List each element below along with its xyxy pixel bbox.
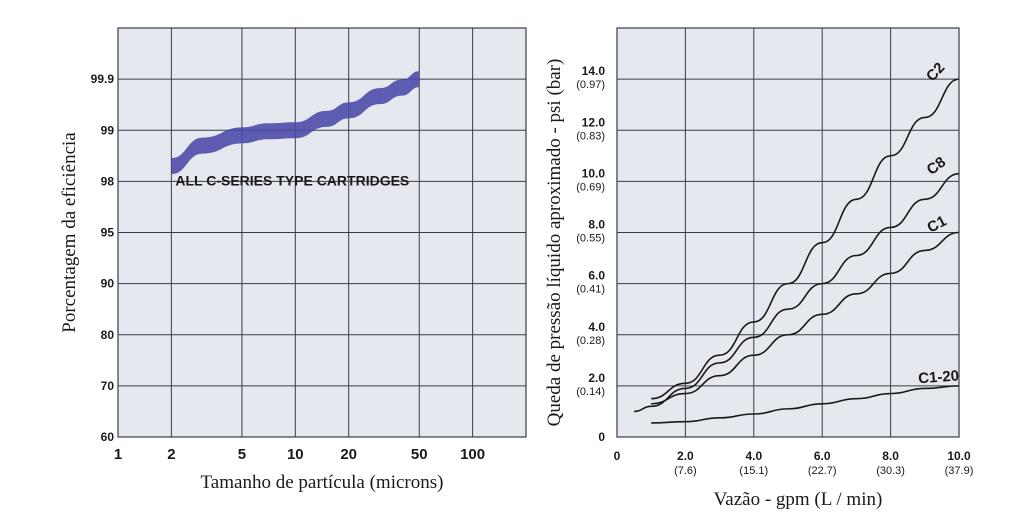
pressure-y-tick-label: 0 bbox=[598, 430, 605, 444]
efficiency-x-tick-label: 100 bbox=[460, 446, 485, 463]
efficiency-y-tick-label: 98 bbox=[101, 174, 115, 188]
pressure-x-tick-label: 8.0 bbox=[882, 449, 899, 463]
efficiency-chart: 1 2 5 10 20 50 100 60 70 80 90 95 98 99 99.9 ALL C-SE… bbox=[59, 27, 527, 493]
efficiency-y-ticks: 60 70 80 90 95 98 99 99.9 bbox=[91, 72, 115, 444]
pressure-x-ticks: 0 2.0 (7.6) 4.0 (15.1) 6.0 (22.7) 8.0 (30.3) 10.0… bbox=[614, 449, 974, 477]
pressure-series-lines bbox=[634, 78, 960, 424]
pressure-x-tick-sublabel: (15.1) bbox=[739, 465, 768, 477]
pressure-x-tick-label: 2.0 bbox=[677, 449, 694, 463]
pressure-x-tick-sublabel: (7.6) bbox=[674, 465, 697, 477]
efficiency-x-tick-label: 20 bbox=[340, 446, 357, 463]
pressure-y-tick-label: 10.0 bbox=[582, 166, 606, 180]
efficiency-x-ticks: 1 2 5 10 20 50 100 bbox=[114, 446, 485, 463]
efficiency-x-tick-label: 10 bbox=[287, 446, 304, 463]
pressure-y-axis-label: Queda de pressão líquido aproximado - ps… bbox=[544, 59, 565, 427]
pressure-y-tick-label: 14.0 bbox=[582, 64, 606, 78]
pressure-x-tick-label: 0 bbox=[614, 449, 621, 463]
pressure-x-axis-label: Vazão - gpm (L / min) bbox=[714, 489, 883, 510]
efficiency-x-tick-label: 5 bbox=[238, 446, 246, 463]
series-line-c1-20 bbox=[651, 385, 960, 424]
cartridges-annotation: ALL C-SERIES TYPE CARTRIDGES bbox=[175, 172, 409, 188]
efficiency-y-tick-label: 99 bbox=[101, 123, 115, 137]
efficiency-x-axis-label: Tamanho de partícula (microns) bbox=[201, 472, 444, 493]
series-line-c8 bbox=[634, 172, 960, 413]
pressure-y-tick-label: 6.0 bbox=[588, 269, 605, 283]
pressure-y-tick-label: 4.0 bbox=[588, 320, 605, 334]
pressure-y-tick-sublabel: (0.83) bbox=[576, 130, 605, 142]
efficiency-grid bbox=[117, 27, 527, 438]
series-line-c2 bbox=[651, 78, 960, 400]
pressure-x-tick-sublabel: (30.3) bbox=[876, 465, 905, 477]
pressure-y-tick-sublabel: (0.28) bbox=[576, 335, 605, 347]
pressure-x-tick-label: 10.0 bbox=[947, 449, 971, 463]
pressure-y-tick-sublabel: (0.41) bbox=[576, 284, 605, 296]
pressure-x-tick-sublabel: (22.7) bbox=[808, 465, 837, 477]
pressure-y-ticks: 0 2.0(0.14) 4.0(0.28) 6.0(0.41) 8.0(0.55) 10.… bbox=[576, 64, 605, 444]
efficiency-y-tick-label: 99.9 bbox=[91, 72, 115, 86]
pressure-y-tick-sublabel: (0.14) bbox=[576, 386, 605, 398]
pressure-y-tick-sublabel: (0.69) bbox=[576, 181, 605, 193]
efficiency-y-axis-label: Porcentagem da eficiência bbox=[59, 132, 80, 333]
efficiency-y-tick-label: 70 bbox=[101, 379, 115, 393]
efficiency-y-tick-label: 90 bbox=[101, 277, 115, 291]
efficiency-y-tick-label: 95 bbox=[101, 226, 115, 240]
efficiency-x-tick-label: 50 bbox=[411, 446, 428, 463]
efficiency-band bbox=[171, 71, 420, 175]
series-label-c1: C1 bbox=[924, 213, 949, 237]
efficiency-y-tick-label: 80 bbox=[101, 328, 115, 342]
pressure-y-tick-sublabel: (0.97) bbox=[576, 79, 605, 91]
pressure-x-tick-label: 4.0 bbox=[745, 449, 762, 463]
series-label-c1-20: C1-20 bbox=[918, 367, 960, 387]
series-line-c1 bbox=[651, 231, 960, 405]
pressure-x-tick-label: 6.0 bbox=[814, 449, 831, 463]
efficiency-x-tick-label: 2 bbox=[167, 446, 175, 463]
pressure-y-tick-label: 2.0 bbox=[588, 371, 605, 385]
pressure-y-tick-label: 8.0 bbox=[588, 218, 605, 232]
efficiency-x-tick-label: 1 bbox=[114, 446, 122, 463]
pressure-y-tick-sublabel: (0.55) bbox=[576, 233, 605, 245]
pressure-x-tick-sublabel: (37.9) bbox=[945, 465, 974, 477]
pressure-y-tick-label: 12.0 bbox=[582, 115, 606, 129]
efficiency-y-tick-label: 60 bbox=[101, 430, 115, 444]
